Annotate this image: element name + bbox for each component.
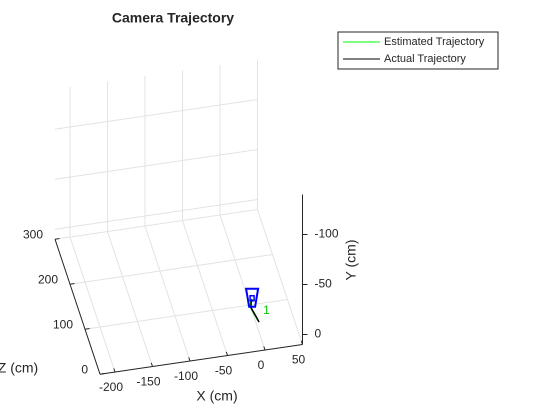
x-tick-label: -200 (99, 380, 123, 394)
y-tick-label: -100 (315, 227, 339, 241)
z-tick (99, 373, 105, 375)
grid-line (54, 209, 258, 240)
grid-line (182, 220, 228, 356)
z-tick-label: 200 (38, 272, 58, 286)
z-axis-label: Z (cm) (0, 360, 38, 376)
grid-line (107, 231, 153, 367)
x-tick (263, 346, 266, 351)
legend-box (337, 31, 499, 70)
x-tick-label: -150 (136, 375, 160, 389)
x-axis (99, 344, 303, 375)
x-tick (225, 351, 228, 356)
legend-label: Estimated Trajectory (384, 36, 485, 48)
chart-title: Camera Trajectory (112, 10, 234, 26)
x-tick (113, 368, 116, 373)
x-tick-label: -100 (174, 369, 198, 383)
grid-line (69, 254, 273, 285)
x-tick (300, 340, 303, 345)
x-tick-label: 50 (292, 353, 306, 367)
legend-label: Actual Trajectory (384, 53, 466, 65)
y-tick-label: -50 (315, 277, 333, 291)
grid-line (84, 299, 288, 330)
x-tick-label: -50 (215, 364, 233, 378)
y-axis-label: Y (cm) (343, 240, 359, 281)
x-tick (188, 357, 191, 362)
z-tick-label: 300 (23, 227, 43, 241)
grid-line (69, 236, 116, 373)
z-tick-label: 100 (53, 317, 73, 331)
grid-line (219, 214, 266, 351)
camera-body (249, 294, 255, 302)
grid-line (54, 149, 258, 180)
camera (244, 287, 260, 308)
z-axis (54, 239, 101, 375)
z-tick (84, 328, 90, 330)
grid-line (257, 209, 303, 345)
z-tick (69, 283, 75, 285)
y-tick-label: 0 (315, 327, 322, 341)
x-axis-label: X (cm) (196, 388, 237, 404)
grid-line (54, 99, 258, 130)
z-tick-label: 0 (81, 362, 88, 376)
grid-line (144, 225, 191, 362)
x-tick-label: 0 (258, 358, 265, 372)
trajectory-line (250, 299, 260, 323)
z-tick (54, 238, 60, 240)
grid-line (54, 199, 258, 230)
annotation: 1 (263, 303, 270, 317)
x-tick (150, 362, 153, 367)
